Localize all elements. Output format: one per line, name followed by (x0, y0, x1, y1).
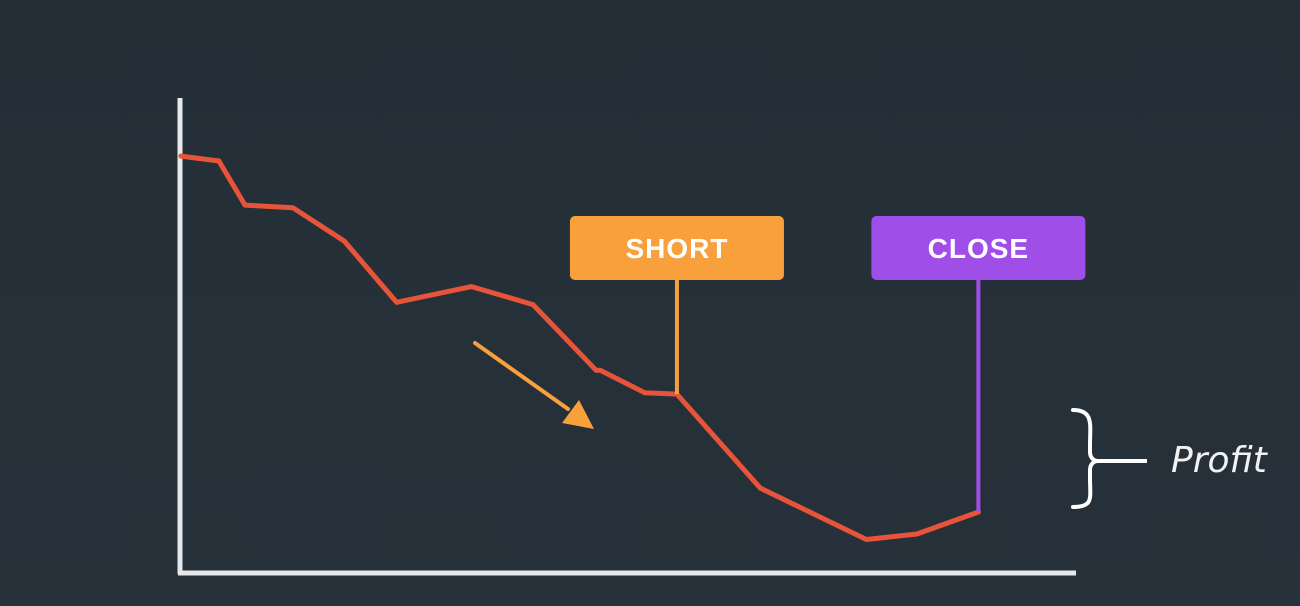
marker-tag (871, 216, 1086, 280)
data-point (757, 485, 763, 491)
data-point (178, 153, 184, 159)
price-line (178, 153, 981, 542)
profit-annotation: Profit (1071, 408, 1269, 509)
data-point (216, 158, 222, 164)
marker-label: SHORT (625, 233, 728, 264)
marker-label: CLOSE (928, 233, 1029, 264)
data-point (469, 284, 474, 289)
data-point (642, 390, 648, 396)
data-point (341, 238, 347, 244)
data-point (597, 367, 603, 373)
brace-icon (1071, 408, 1099, 509)
marker-close: CLOSE (871, 216, 1086, 512)
marker-short: SHORT (569, 216, 784, 395)
marker-tag (569, 216, 784, 280)
data-point (394, 299, 399, 305)
data-point (290, 205, 296, 211)
data-point (914, 531, 920, 537)
data-point (242, 202, 248, 208)
data-point (593, 367, 599, 373)
profit-label: Profit (1171, 440, 1269, 481)
data-point (864, 537, 869, 542)
data-point (530, 302, 536, 307)
trend-arrow-icon (473, 341, 594, 429)
